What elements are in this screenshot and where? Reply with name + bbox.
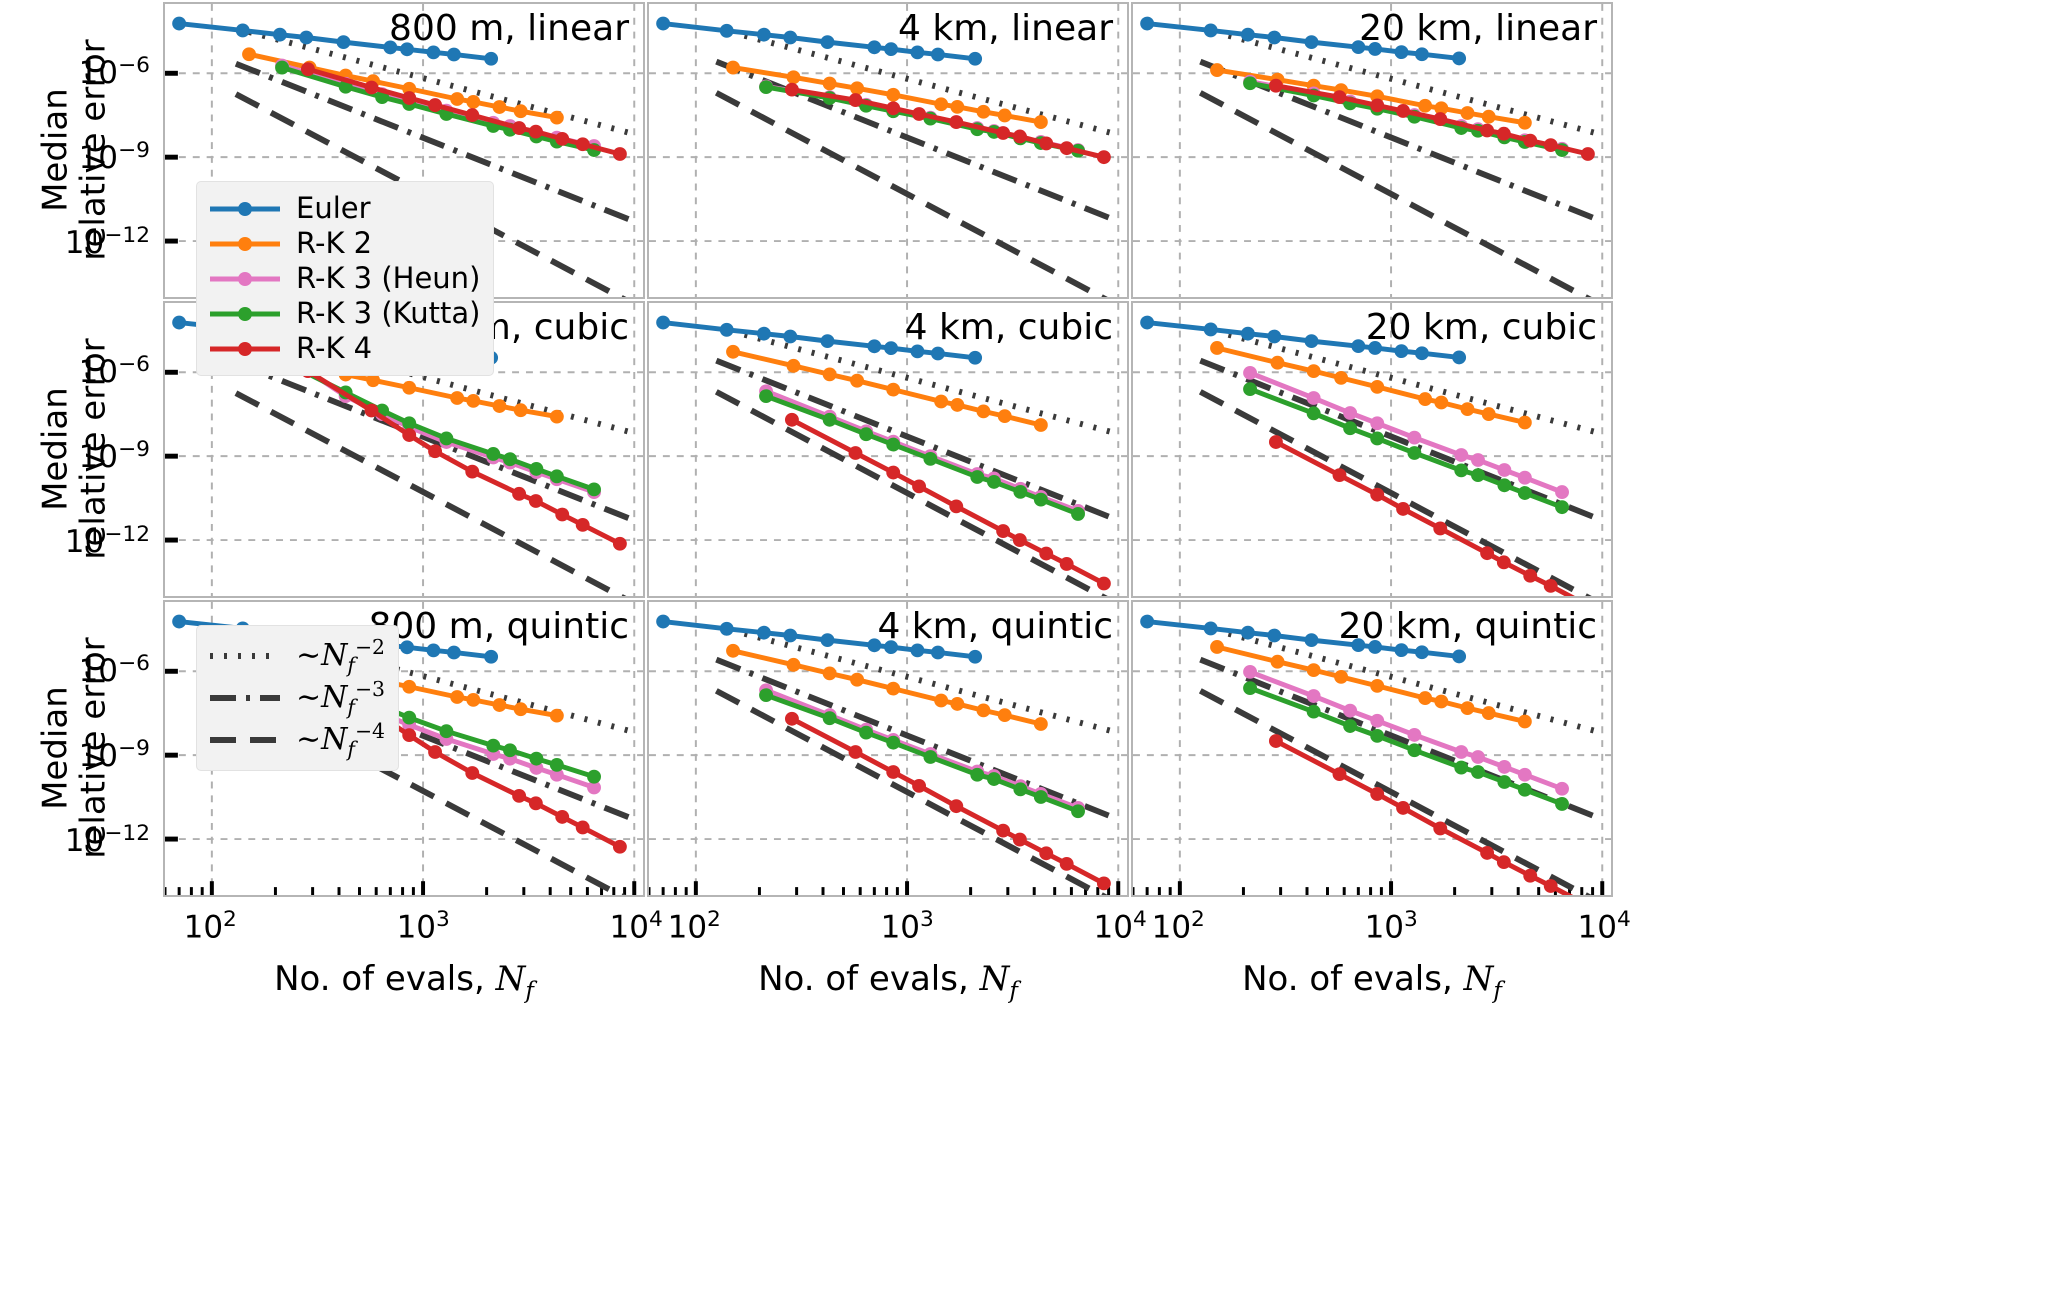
- panel-title: 4 km, linear: [898, 8, 1113, 49]
- plot-panel-20-km-cubic: 20 km, cubic: [1131, 301, 1613, 598]
- y-tick-label: 10−6: [78, 53, 150, 92]
- panel-title: 4 km, quintic: [877, 606, 1113, 647]
- legend-line-marker-icon: [208, 267, 282, 291]
- y-tick-label: 10−9: [78, 138, 150, 177]
- y-tick-label: 10−6: [78, 352, 150, 391]
- scaling-legend-item-4[interactable]: ∼Nf−4: [208, 719, 385, 761]
- scaling-legend-item-3[interactable]: ∼Nf−3: [208, 677, 385, 719]
- y-tick-label: 10−12: [64, 821, 150, 860]
- y-axis-label: Median relative error: [35, 39, 114, 262]
- panel-title: 20 km, quintic: [1338, 606, 1597, 647]
- y-axis-ticks-row-1: 10−6 10−9 10−12: [38, 301, 150, 598]
- y-axis-label: Median relative error: [35, 338, 114, 561]
- legend-dash-style-icon: [208, 686, 282, 710]
- panel-title: 20 km, cubic: [1365, 307, 1597, 348]
- x-tick-label: 103: [880, 907, 934, 946]
- x-tick-label: 103: [1364, 907, 1418, 946]
- legend-line-marker-icon: [208, 337, 282, 361]
- legend-item-r-k-2[interactable]: R-K 2: [208, 226, 480, 261]
- x-tick-label: 103: [396, 907, 450, 946]
- legend-line-marker-icon: [208, 197, 282, 221]
- panel-title: 4 km, cubic: [904, 307, 1113, 348]
- x-tick-label: 104: [609, 907, 663, 946]
- legend-dash-style-icon: [208, 644, 282, 668]
- plot-panel-4-km-linear: 4 km, linear: [647, 2, 1129, 299]
- y-tick-label: 10−9: [78, 736, 150, 775]
- y-axis-ticks-row-0: 10−6 10−9 10−12: [38, 2, 150, 299]
- panel-title: 20 km, linear: [1359, 8, 1597, 49]
- legend-item-r-k-4[interactable]: R-K 4: [208, 331, 480, 366]
- x-axis-label: No. of evals, Nf: [274, 959, 534, 1004]
- y-axis-ticks-row-2: 10−6 10−9 10−12: [38, 600, 150, 897]
- scaling-legend-label: ∼Nf−4: [296, 718, 386, 761]
- legend-line-marker-icon: [208, 232, 282, 256]
- plot-panel-4-km-quintic: 4 km, quintic: [647, 600, 1129, 897]
- legend-item-label: R-K 4: [296, 331, 373, 365]
- plot-panel-4-km-cubic: 4 km, cubic: [647, 301, 1129, 598]
- legend-item-r-k-3-kutta-[interactable]: R-K 3 (Kutta): [208, 296, 480, 331]
- legend-item-label: Euler: [296, 191, 371, 225]
- y-tick-label: 10−6: [78, 651, 150, 690]
- legend-dash-style-icon: [208, 728, 282, 752]
- y-tick-label: 10−12: [64, 522, 150, 561]
- scaling-legend-label: ∼Nf−2: [296, 634, 386, 677]
- legend-item-label: R-K 3 (Kutta): [296, 296, 481, 330]
- plot-panel-20-km-quintic: 20 km, quintic: [1131, 600, 1613, 897]
- scaling-legend-item-2[interactable]: ∼Nf−2: [208, 635, 385, 677]
- x-tick-label: 102: [667, 907, 721, 946]
- scaling-legend[interactable]: ∼Nf−2 ∼Nf−3 ∼Nf−4: [196, 625, 400, 771]
- y-tick-label: 10−12: [64, 223, 150, 262]
- plot-panel-20-km-linear: 20 km, linear: [1131, 2, 1613, 299]
- x-tick-label: 104: [1093, 907, 1147, 946]
- panel-title: 800 m, linear: [389, 8, 629, 49]
- x-tick-label: 104: [1577, 907, 1631, 946]
- scaling-legend-label: ∼Nf−3: [296, 676, 386, 719]
- x-tick-label: 102: [183, 907, 237, 946]
- legend-line-marker-icon: [208, 302, 282, 326]
- legend-item-euler[interactable]: Euler: [208, 191, 480, 226]
- panel-title: 800 m, quintic: [368, 606, 629, 647]
- y-tick-label: 10−9: [78, 437, 150, 476]
- y-axis-label: Median relative error: [35, 637, 114, 860]
- x-tick-label: 102: [1151, 907, 1205, 946]
- x-axis-label: No. of evals, Nf: [1242, 959, 1502, 1004]
- legend-item-r-k-3-heun-[interactable]: R-K 3 (Heun): [208, 261, 480, 296]
- x-axis-label: No. of evals, Nf: [758, 959, 1018, 1004]
- series-legend[interactable]: Euler R-K 2 R-K 3 (Heun) R-K 3 (Kutta) R-K 4: [196, 181, 495, 376]
- legend-item-label: R-K 3 (Heun): [296, 261, 481, 295]
- legend-item-label: R-K 2: [296, 226, 373, 260]
